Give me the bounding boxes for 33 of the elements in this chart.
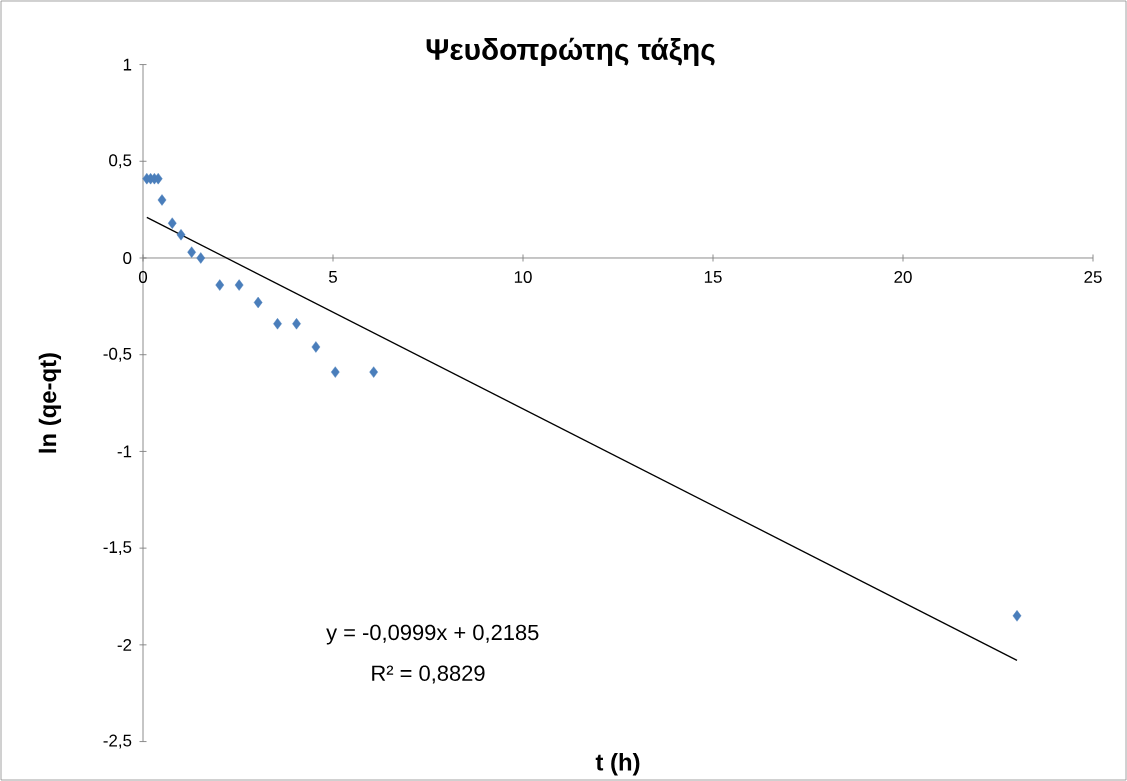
point (215, 279, 225, 291)
y-tick-label: -1,5 (103, 541, 132, 556)
chart-title: Ψευδοπρώτης τάξης (426, 37, 715, 66)
y-tick-label: 0 (123, 251, 132, 264)
y-tick-label: -1 (117, 445, 132, 458)
x-tick-label: 15 (704, 271, 722, 283)
y-tick-label: -0,5 (103, 347, 132, 362)
point (234, 279, 244, 291)
point (273, 318, 282, 330)
x-axis-title: t (h) (595, 753, 640, 776)
point (369, 366, 378, 378)
y-tick-label: 1 (123, 58, 132, 71)
x-tick-label: 20 (894, 271, 912, 284)
y-tick-label: -2,5 (103, 734, 132, 749)
x-tick-label: 10 (514, 271, 532, 284)
point (311, 341, 321, 353)
annotation: y = -0,0999x + 0,2185 (326, 624, 539, 645)
x-tick-label: 5 (328, 271, 337, 283)
y-axis-title: ln (qe-qt) (38, 353, 62, 453)
point (292, 318, 301, 330)
y-tick-label: -2 (117, 638, 132, 651)
x-tick-label: 25 (1084, 271, 1102, 284)
x-tick-label: 0 (138, 271, 148, 284)
point (196, 252, 206, 264)
annotation: R² = 0,8829 (372, 665, 485, 684)
point (1012, 610, 1022, 622)
y-tick-label: 0,5 (109, 154, 132, 169)
point (187, 246, 196, 258)
point (167, 217, 177, 229)
point (253, 296, 263, 309)
point (176, 229, 186, 241)
point (330, 366, 340, 378)
point (157, 194, 167, 206)
